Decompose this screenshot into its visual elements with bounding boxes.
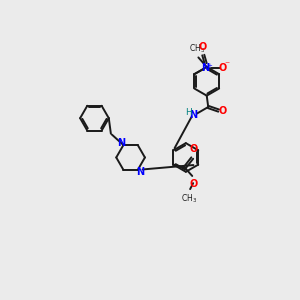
Text: O: O	[199, 42, 207, 52]
Text: ⁻: ⁻	[225, 60, 230, 70]
Text: O: O	[190, 145, 198, 154]
Text: N: N	[202, 63, 210, 73]
Text: N: N	[136, 167, 144, 177]
Text: CH$_3$: CH$_3$	[189, 43, 205, 55]
Text: O: O	[218, 63, 226, 73]
Text: O: O	[218, 106, 227, 116]
Text: CH$_3$: CH$_3$	[182, 193, 198, 205]
Text: N: N	[189, 110, 197, 120]
Text: +: +	[206, 63, 212, 69]
Text: N: N	[117, 138, 125, 148]
Text: H: H	[185, 108, 192, 117]
Text: O: O	[189, 179, 197, 189]
